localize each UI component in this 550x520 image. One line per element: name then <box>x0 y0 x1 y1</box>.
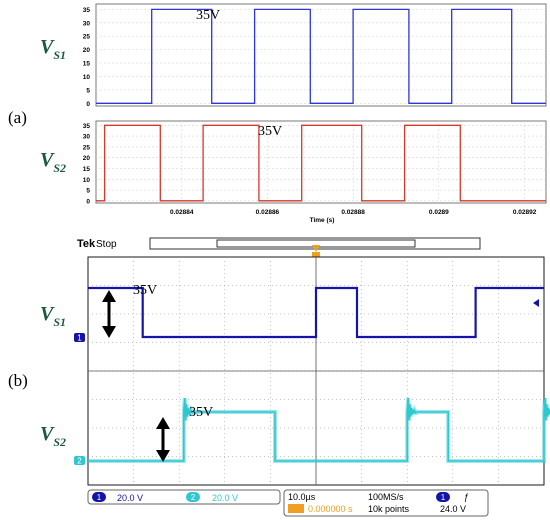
trigger-pos-icon <box>288 504 304 513</box>
y-tick-label: 25 <box>83 34 91 41</box>
ch1-trace <box>88 286 544 339</box>
trigger-pos: 0.000000 s <box>308 504 353 514</box>
y-tick-label: 0 <box>86 101 90 108</box>
annotation-35v-a2: 35V <box>258 124 282 139</box>
y-tick-label: 25 <box>83 144 91 151</box>
y-tick-label: 5 <box>86 87 90 94</box>
y-tick-label: 10 <box>83 74 91 81</box>
ch2-badge-label: 2 <box>191 493 196 502</box>
vs2-sim-trace <box>96 124 546 202</box>
annotation-35v-b1: 35V <box>133 283 157 298</box>
x-tick-label: 0.02888 <box>341 209 365 216</box>
annotation-35v-a1: 35V <box>196 8 220 23</box>
scope-brand: Tek <box>77 238 96 250</box>
ch1-ground-marker <box>74 333 85 342</box>
label-vs2-b: VS2 <box>40 423 66 449</box>
y-tick-label: 10 <box>83 177 91 184</box>
x-axis-label: Time (s) <box>310 217 335 224</box>
y-tick-label: 20 <box>83 47 91 54</box>
channel-scale-box <box>87 489 281 505</box>
y-tick-label: 0 <box>86 198 90 205</box>
y-tick-label: 15 <box>83 61 91 68</box>
amplitude-arrow-ch1 <box>102 290 116 338</box>
ch1-badge <box>92 492 106 502</box>
ch1-badge-label: 1 <box>97 493 102 502</box>
y-tick-label: 30 <box>83 134 91 141</box>
x-tick-label: 0.0289 <box>429 209 449 216</box>
record-length: 10k points <box>368 504 410 514</box>
y-tick-label: 5 <box>86 188 90 195</box>
y-tick-label: 20 <box>83 155 91 162</box>
vs1-sim-trace <box>96 8 546 104</box>
ch2-trace <box>88 397 550 462</box>
amplitude-arrow-ch2 <box>156 417 170 462</box>
ch2-scale: 20.0 V <box>212 493 238 503</box>
y-tick-label: 35 <box>83 123 91 130</box>
panel-label-a: (a) <box>8 108 27 127</box>
x-tick-label: 0.02886 <box>256 209 280 216</box>
trigger-level-icon <box>533 299 539 307</box>
trigger-source-badge <box>436 492 450 502</box>
timebase: 10.0µs <box>288 492 316 502</box>
y-tick-label: 35 <box>83 7 91 14</box>
x-tick-label: 0.02892 <box>513 209 537 216</box>
ch2-marker-label: 2 <box>77 457 82 466</box>
x-tick-label: 0.02884 <box>170 209 194 216</box>
oscilloscope-panel: Tek Stop 1 2 35V 35V 1 <box>74 237 550 517</box>
y-tick-label: 30 <box>83 20 91 27</box>
trigger-t-icon <box>312 252 320 260</box>
label-vs1-b: VS1 <box>40 303 66 329</box>
sample-rate: 100MS/s <box>368 492 404 502</box>
trigger-slope-icon: ƒ <box>464 492 469 502</box>
trigger-position-icon <box>312 245 320 252</box>
trigger-level: 24.0 V <box>440 504 466 514</box>
ch1-scale: 20.0 V <box>117 493 143 503</box>
plot-frame <box>95 3 547 107</box>
scope-state: Stop <box>96 239 117 250</box>
label-vs2-a: VS2 <box>40 149 66 175</box>
annotation-35v-b2: 35V <box>189 405 213 420</box>
label-vs1-a: VS1 <box>40 36 66 62</box>
plot-frame <box>95 120 547 204</box>
panel-label-b: (b) <box>8 371 28 390</box>
ch1-marker-label: 1 <box>77 334 82 343</box>
plot-vs2-simulation: 0 5 10 15 20 25 30 35 0.02884 0.02886 0.02888 0.02… <box>83 120 547 224</box>
ch2-ground-marker <box>74 456 85 465</box>
trigger-source: 1 <box>441 493 446 502</box>
ch2-badge <box>186 492 200 502</box>
y-tick-label: 15 <box>83 166 91 173</box>
plot-vs1-simulation: 0 5 10 15 20 25 30 35 35V <box>83 3 547 108</box>
